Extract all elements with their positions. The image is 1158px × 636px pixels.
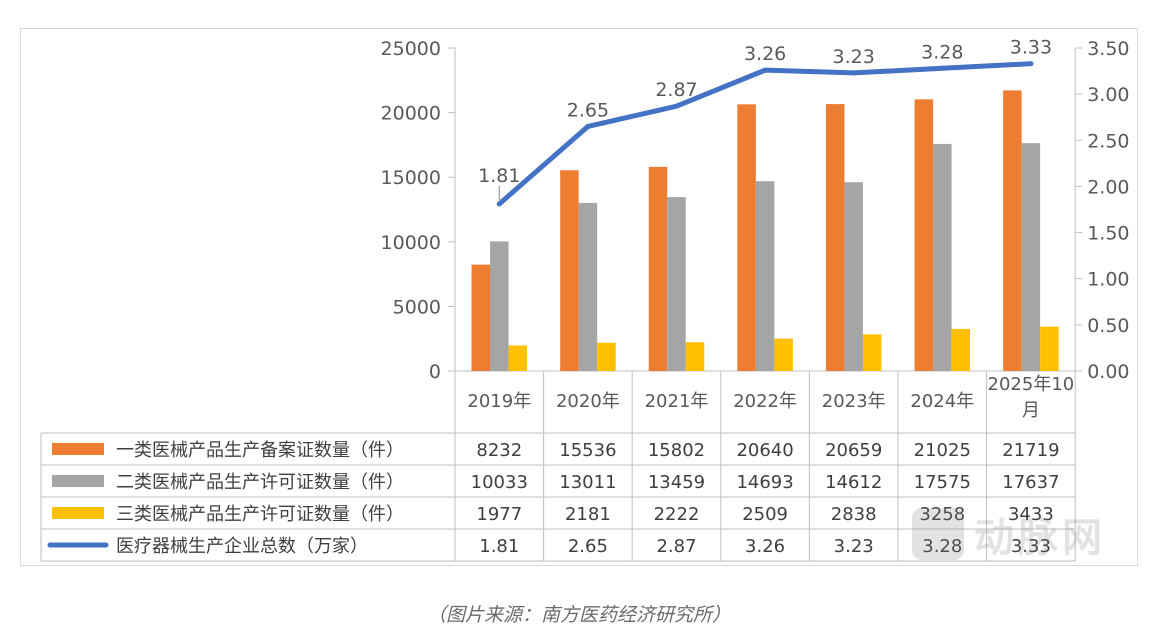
bar-3: [509, 345, 528, 371]
table-cell: 20659: [825, 440, 882, 461]
left-tick-label: 5000: [393, 296, 441, 318]
category-label: 2020年: [556, 391, 620, 412]
table-cell: 15536: [559, 440, 616, 461]
bar-2: [1022, 143, 1041, 371]
table-cell: 2222: [654, 504, 700, 525]
table-cell: 21025: [914, 440, 971, 461]
left-tick-label: 10000: [381, 232, 441, 254]
table-cell: 2838: [831, 504, 877, 525]
category-label: 2022年: [733, 391, 797, 412]
table-cell: 1977: [476, 504, 522, 525]
table-cell: 20640: [736, 440, 793, 461]
category-label: 2024年: [910, 391, 974, 412]
line-point: [763, 68, 768, 73]
line-data-label: 3.26: [744, 43, 786, 65]
bar-3: [774, 339, 793, 371]
right-tick-label: 3.50: [1087, 38, 1129, 60]
line-point: [674, 104, 679, 109]
table-cell: 10033: [471, 472, 528, 493]
bar-1: [1003, 90, 1022, 371]
right-tick-label: 1.50: [1087, 223, 1129, 245]
line-data-label: 3.28: [921, 41, 963, 63]
bar-1: [560, 170, 579, 371]
bar-2: [756, 181, 775, 371]
legend-key-2: [52, 475, 104, 487]
category-label: 2019年: [467, 391, 531, 412]
bar-3: [597, 343, 616, 371]
right-tick-label: 1.00: [1087, 269, 1129, 291]
table-cell: 3.26: [745, 536, 785, 557]
table-cell: 15802: [648, 440, 705, 461]
left-tick-label: 0: [429, 361, 441, 383]
table-cell: 3433: [1008, 504, 1054, 525]
category-label: 2025年10 月: [988, 374, 1075, 421]
line-point: [1028, 61, 1033, 66]
chart-frame: 0 5000 10000 15000 20000 25000 0.00 0.50 1.00 1.5…: [20, 28, 1138, 566]
line-data-label: 3.23: [833, 46, 875, 68]
table-cell: 3.33: [1011, 536, 1051, 557]
bar-1: [472, 265, 491, 371]
table-cell: 2.65: [568, 536, 608, 557]
table-cell: 21719: [1002, 440, 1059, 461]
bar-1: [737, 104, 756, 371]
series-name: 三类医械产品生产许可证数量（件）: [116, 504, 404, 525]
bar-2: [933, 144, 952, 371]
bar-3: [863, 334, 882, 371]
right-tick-label: 2.00: [1087, 176, 1129, 198]
bar-2: [844, 182, 863, 371]
line-data-label: 3.33: [1010, 37, 1052, 59]
table-cell: 2509: [742, 504, 788, 525]
bar-3: [952, 329, 971, 371]
table-cell: 13459: [648, 472, 705, 493]
left-tick-label: 15000: [381, 167, 441, 189]
right-tick-label: 3.00: [1087, 84, 1129, 106]
series-name: 一类医械产品生产备案证数量（件）: [116, 440, 404, 461]
bar-2: [667, 197, 686, 371]
legend-key-3: [52, 507, 104, 519]
bar-1: [826, 104, 845, 371]
left-tick-label: 25000: [381, 38, 441, 60]
table-cell: 1.81: [479, 536, 519, 557]
table-cell: 3.28: [922, 536, 962, 557]
line-data-label: 2.65: [567, 99, 609, 121]
line-point: [497, 201, 502, 206]
line-point: [940, 66, 945, 71]
right-tick-label: 0.00: [1087, 361, 1129, 383]
category-label: 2021年: [645, 391, 709, 412]
bar-2: [579, 203, 598, 371]
chart: 0 5000 10000 15000 20000 25000 0.00 0.50 1.00 1.5…: [21, 29, 1139, 567]
line-data-label: 2.87: [655, 79, 697, 101]
series-name: 二类医械产品生产许可证数量（件）: [116, 472, 404, 493]
bar-3: [1040, 327, 1059, 371]
bar-2: [490, 241, 509, 371]
bar-1: [649, 167, 668, 371]
series-name: 医疗器械生产企业总数（万家）: [116, 536, 368, 557]
bar-1: [915, 99, 934, 371]
line-point: [585, 124, 590, 129]
table-cell: 2.87: [656, 536, 696, 557]
table-cell: 17575: [914, 472, 971, 493]
table-cell: 17637: [1002, 472, 1059, 493]
line-point: [851, 70, 856, 75]
table-cell: 2181: [565, 504, 611, 525]
right-tick-label: 0.50: [1087, 315, 1129, 337]
category-label: 2023年: [822, 391, 886, 412]
bar-3: [686, 342, 705, 371]
legend-key-1: [52, 443, 104, 455]
table-cell: 3258: [919, 504, 965, 525]
table-cell: 3.23: [834, 536, 874, 557]
left-tick-label: 20000: [381, 103, 441, 125]
table-cell: 8232: [476, 440, 522, 461]
right-tick-label: 2.50: [1087, 130, 1129, 152]
table-cell: 13011: [559, 472, 616, 493]
image-caption: （图片来源：南方医药经济研究所）: [0, 600, 1158, 627]
line-data-label: 1.81: [478, 165, 520, 187]
table-cell: 14693: [736, 472, 793, 493]
table-cell: 14612: [825, 472, 882, 493]
